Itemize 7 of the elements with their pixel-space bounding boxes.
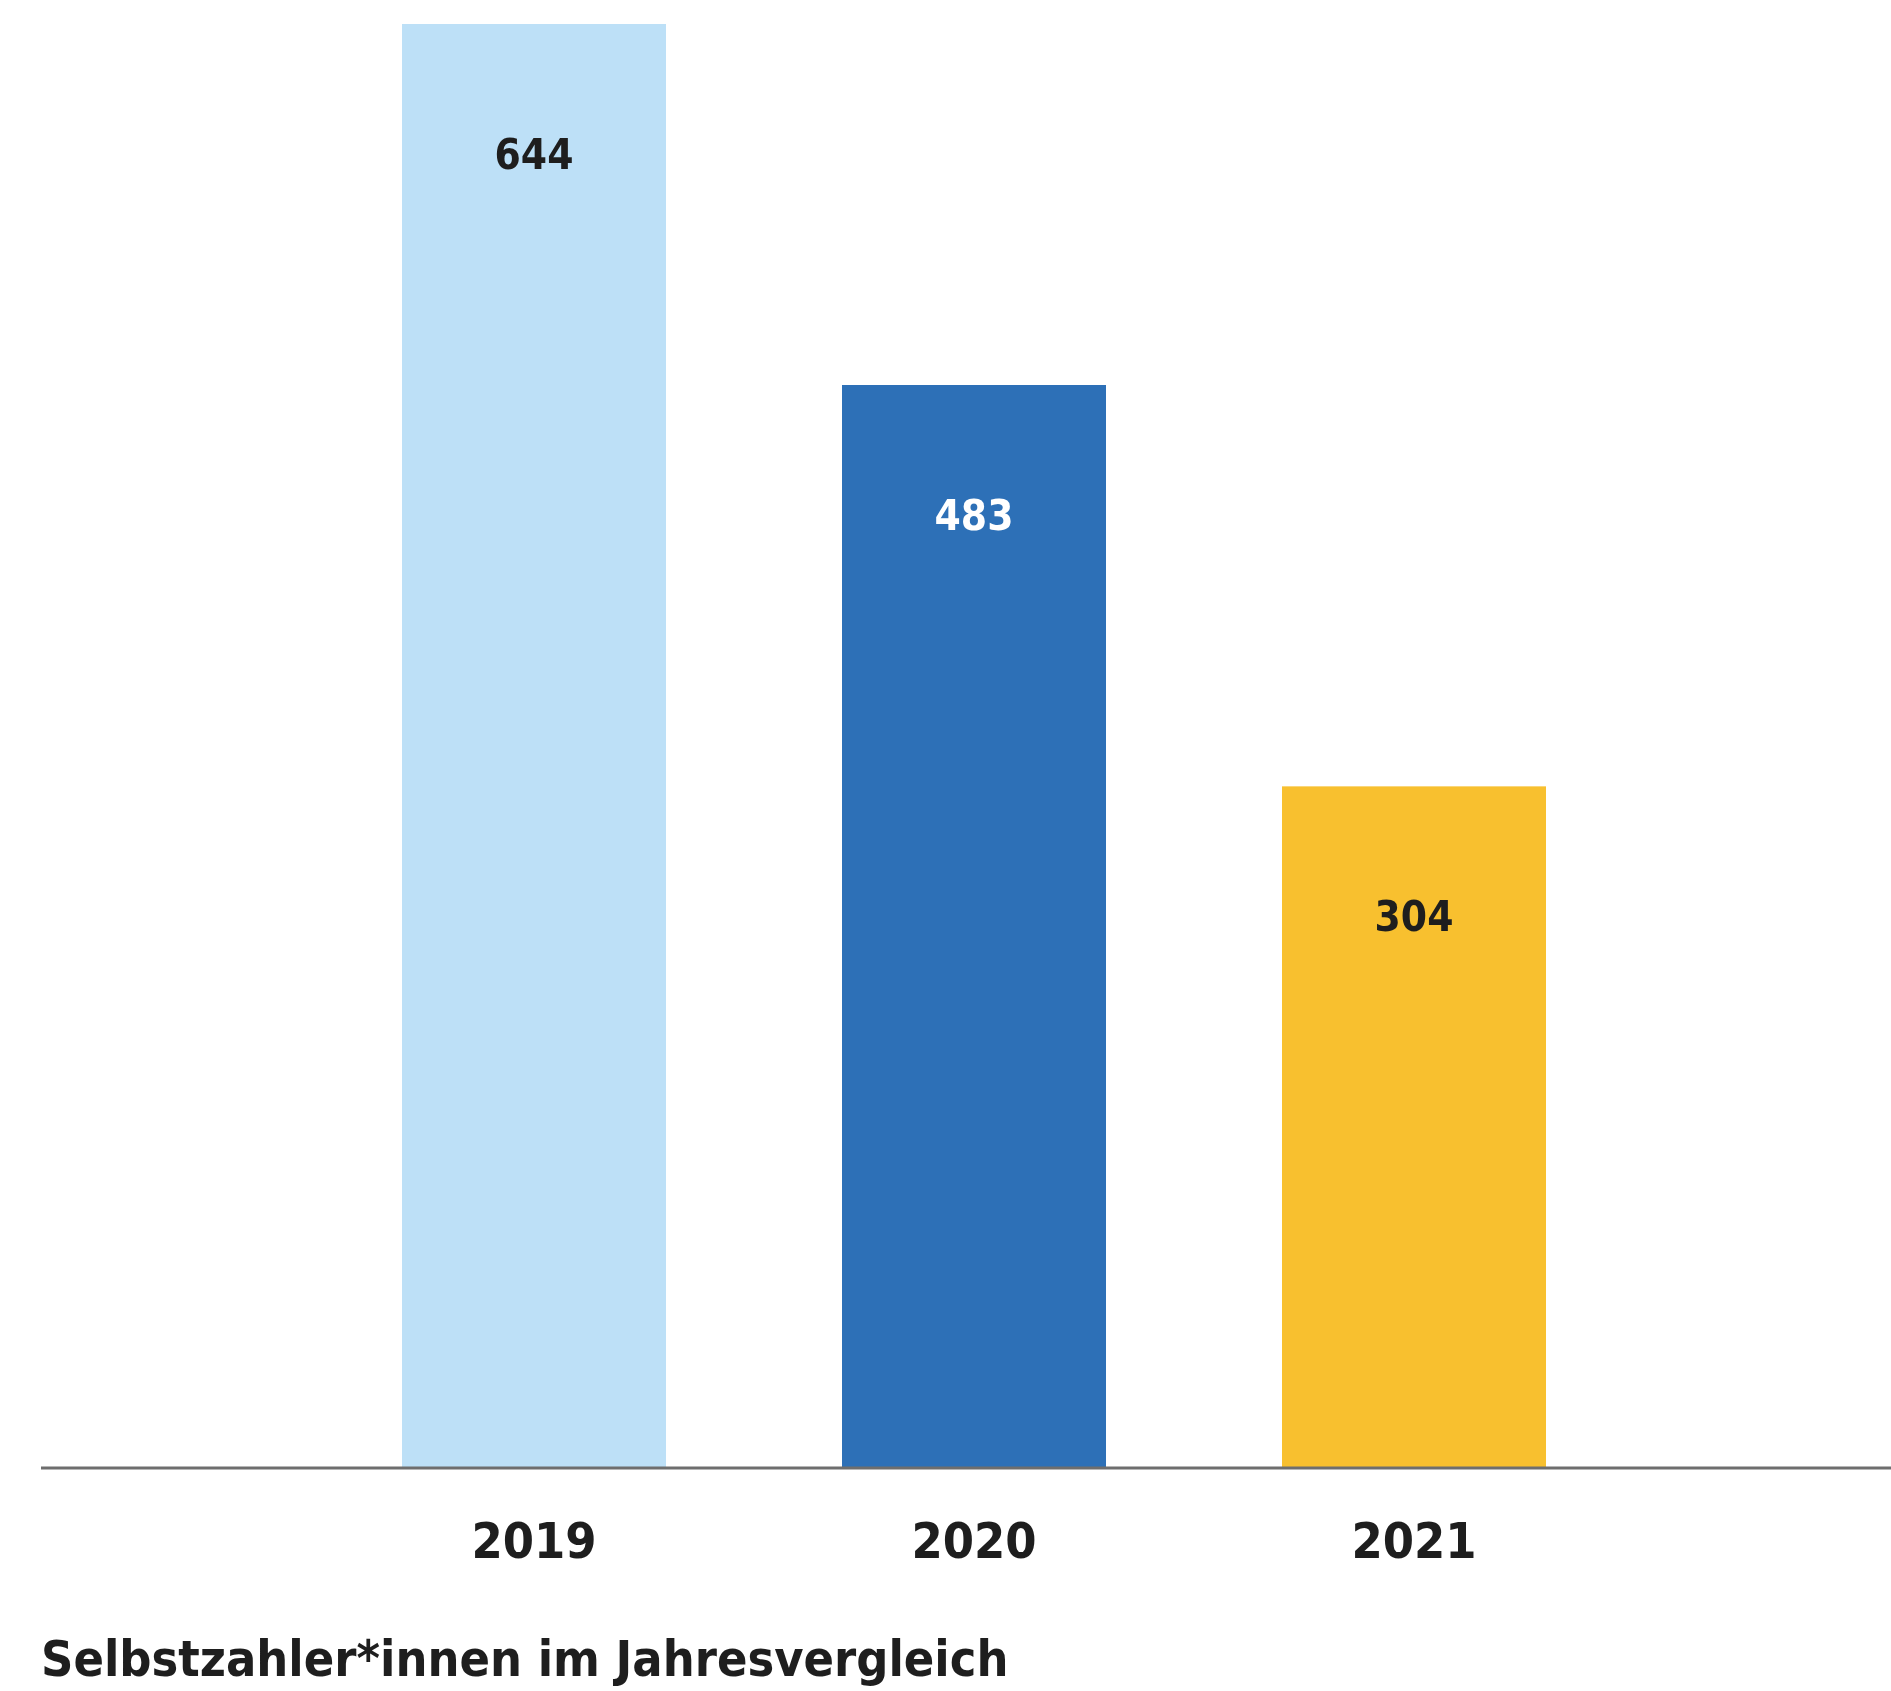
data-label: 483 [934,490,1014,540]
text: Selbstzahler*innen im Jahresvergleich [41,1630,1009,1688]
x-tick-label: 2019 [471,1511,597,1570]
x-tick-label: 2020 [911,1511,1037,1570]
x-tick-label: 2021 [1351,1511,1477,1570]
data-label: 644 [494,129,574,179]
data-label: 304 [1374,891,1454,941]
